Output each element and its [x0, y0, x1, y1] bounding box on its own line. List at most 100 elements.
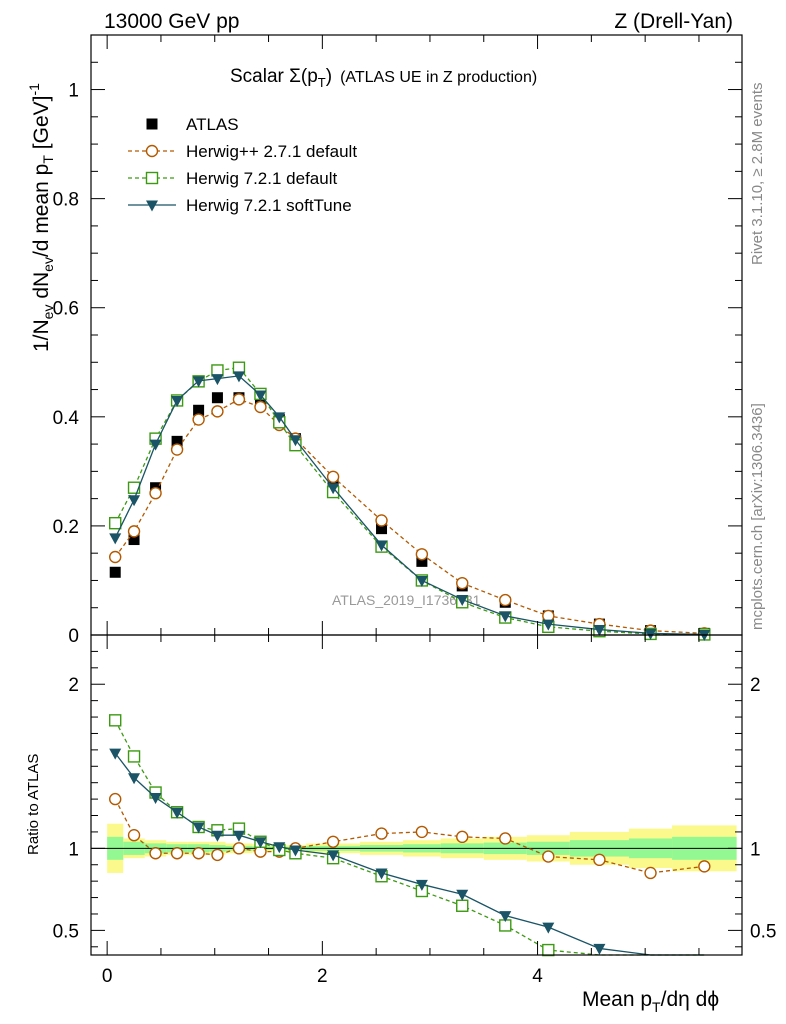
ratio-point — [149, 847, 162, 860]
y-tick-label: 1 — [68, 81, 79, 102]
ylabel-b: dN — [30, 272, 53, 305]
ylabel-c-sub: T — [40, 155, 56, 164]
data-point — [326, 470, 340, 484]
header-process: Z (Drell-Yan) — [614, 10, 733, 33]
data-point — [171, 435, 183, 447]
series-3 — [109, 371, 711, 641]
y-tick-label: 0.6 — [53, 299, 79, 320]
ratio-point — [698, 860, 711, 873]
data-point — [499, 611, 512, 623]
data-point — [109, 533, 122, 545]
ratio-point — [254, 837, 267, 849]
x-tick-label: 2 — [317, 966, 328, 987]
data-point — [376, 523, 388, 535]
data-point — [232, 371, 245, 383]
data-point — [415, 548, 429, 561]
ratio-point — [327, 850, 340, 862]
ratio-y-tick-label-right: 0.5 — [750, 921, 776, 942]
ratio-plot: 0.5 0.5 1 1 2 2 0 2 4 Ratio to ATLAS Mean pT/dη … — [25, 634, 776, 1015]
ratio-point — [192, 847, 205, 860]
data-point — [415, 575, 428, 587]
header-energy: 13000 GeV pp — [104, 10, 239, 33]
y-tick-label: 0.2 — [53, 517, 79, 538]
title-close: ) — [326, 66, 332, 87]
xlabel-a-sub: T — [652, 999, 661, 1015]
ylabel-a: 1/N — [30, 319, 53, 352]
ratio-y-label: Ratio to ATLAS — [25, 754, 42, 855]
y-tick-label: 0 — [68, 626, 79, 647]
ratio-point — [375, 868, 388, 880]
ratio-point — [375, 827, 388, 840]
ylabel-b-sub: ev — [40, 257, 56, 272]
ratio-y-tick-label: 2 — [68, 675, 79, 696]
data-point — [127, 481, 141, 494]
legend-label: Herwig 7.2.1 default — [186, 169, 337, 188]
data-point — [149, 439, 162, 451]
data-point — [211, 374, 224, 386]
data-point — [456, 576, 469, 590]
data-point — [644, 628, 657, 640]
data-point — [375, 514, 388, 527]
data-point — [254, 390, 267, 402]
ratio-point — [456, 899, 469, 912]
ratio-point — [273, 842, 286, 854]
legend-label: Herwig++ 2.7.1 default — [186, 142, 357, 161]
ratio-point — [542, 943, 555, 957]
ratio-y-tick-label-right: 2 — [750, 675, 761, 696]
legend-label: Herwig 7.2.1 softTune — [186, 196, 352, 215]
ratio-point — [232, 842, 246, 855]
data-point — [170, 443, 184, 456]
title-rest: (ATLAS UE in Z production) — [340, 69, 537, 86]
ratio-y-tick-label: 0.5 — [53, 921, 79, 942]
x-tick-label: 4 — [532, 966, 543, 987]
data-point — [192, 413, 205, 426]
x-tick-label: 0 — [102, 966, 113, 987]
ratio-point — [127, 750, 141, 763]
data-point — [211, 405, 224, 418]
ratio-point — [499, 832, 512, 845]
ylabel-a-sub: ev — [40, 305, 56, 320]
x-axis-label: Mean pT/dη dϕ — [582, 988, 719, 1015]
data-point — [289, 435, 302, 447]
ylabel-d: [GeV] — [30, 96, 53, 156]
watermark: ATLAS_2019_I1736531 — [332, 592, 481, 608]
ratio-point — [415, 879, 428, 891]
data-point — [273, 412, 286, 424]
ratio-point — [542, 922, 555, 934]
data-point — [542, 619, 555, 631]
ratio-point — [232, 830, 245, 842]
data-point — [109, 550, 122, 564]
ratio-point — [192, 822, 205, 834]
data-point — [254, 400, 267, 414]
ratio-point — [109, 792, 122, 806]
ratio-y-tick-label: 1 — [68, 839, 79, 860]
ratio-point — [211, 848, 224, 862]
y-axis-label: 1/Nev dNev/d mean pT [GeV]-1 — [26, 83, 56, 352]
title-sub: T — [318, 75, 326, 90]
legend-marker — [146, 200, 158, 212]
ratio-point — [109, 748, 122, 760]
ratio-point — [499, 911, 512, 923]
data-point — [211, 392, 223, 404]
ratio-frame — [90, 634, 743, 956]
legend-marker — [146, 118, 158, 130]
mcplots-note: mcplots.cern.ch [arXiv:1306.3436] — [749, 403, 766, 630]
ratio-point — [109, 714, 122, 727]
ratio-point — [170, 847, 184, 860]
data-point — [192, 376, 205, 388]
y-tick-label: 0.4 — [53, 408, 80, 429]
data-point — [327, 483, 340, 495]
data-point — [193, 404, 205, 416]
legend-marker — [145, 144, 159, 158]
ylabel-c: /d mean p — [30, 164, 53, 257]
ratio-point — [415, 825, 429, 839]
ratio-point — [593, 853, 606, 867]
data-point — [109, 566, 121, 578]
ratio-point — [644, 866, 657, 880]
ratio-y-tick-label-right: 1 — [750, 839, 761, 860]
data-point — [416, 555, 428, 567]
xlabel-b: /dη dϕ — [661, 988, 719, 1011]
ylabel-d-sup: -1 — [26, 83, 42, 96]
ratio-point — [456, 830, 469, 844]
